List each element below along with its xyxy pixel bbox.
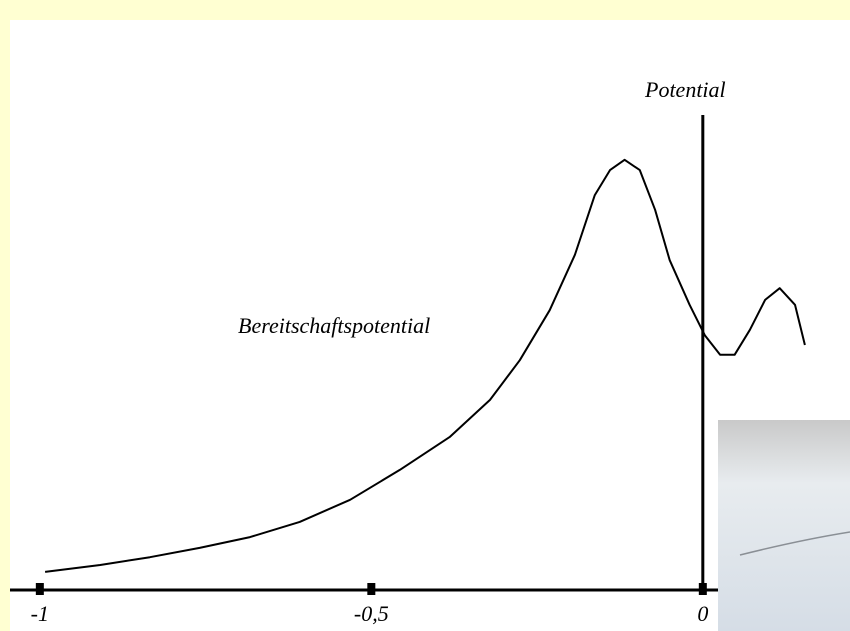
x-tick-label: -1 xyxy=(31,601,49,626)
x-tick-label: 0 xyxy=(697,601,708,626)
y-axis-label: Potential xyxy=(644,77,726,102)
plot-background xyxy=(10,20,850,631)
tick-mark xyxy=(367,583,376,595)
tick-mark xyxy=(35,583,44,595)
photo-fragment xyxy=(718,420,850,631)
annotation: Bereitschaftspotential xyxy=(238,313,430,338)
x-tick-label: -0,5 xyxy=(354,601,389,626)
tick-mark xyxy=(698,583,707,595)
photo-edge xyxy=(739,531,850,556)
data-line xyxy=(44,158,806,573)
